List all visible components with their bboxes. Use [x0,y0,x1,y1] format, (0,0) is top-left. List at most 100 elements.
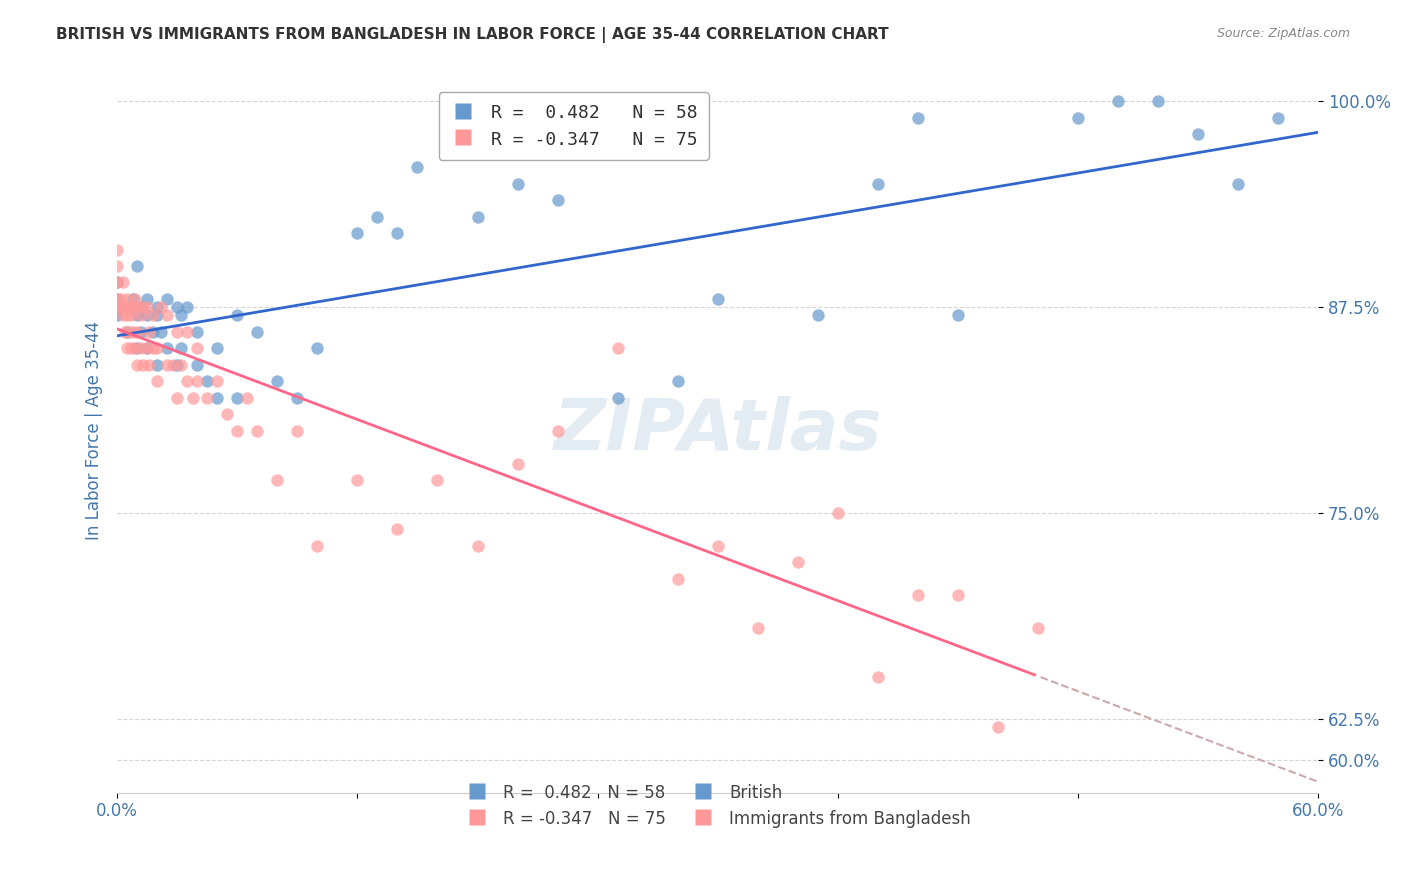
Point [467,210,489,224]
Point [146,300,169,314]
Point [1067,111,1090,125]
Point [138,325,160,339]
Point [127,259,149,273]
Text: ZIPAtlas: ZIPAtlas [554,396,882,465]
Point [467,539,489,553]
Point [118,325,141,339]
Point [136,341,159,355]
Point [115,300,138,314]
Point [1147,95,1170,109]
Point [110,292,132,306]
Point [387,226,409,240]
Point [146,358,169,372]
Point [114,325,136,339]
Point [129,325,152,339]
Point [105,259,128,273]
Point [136,292,159,306]
Point [114,300,136,314]
Point [138,358,160,372]
Point [186,374,208,388]
Point [142,325,165,339]
Point [105,292,128,306]
Point [366,210,388,224]
Point [122,325,145,339]
Point [124,292,146,306]
Point [127,325,149,339]
Point [786,555,808,569]
Point [506,177,529,191]
Point [406,161,429,175]
Point [127,341,149,355]
Point [907,588,929,602]
Point [387,522,409,536]
Point [907,111,929,125]
Point [176,325,198,339]
Point [226,309,249,323]
Point [142,341,165,355]
Point [129,309,152,323]
Point [1107,95,1129,109]
Point [195,374,218,388]
Point [186,358,208,372]
Point [346,226,368,240]
Point [156,358,179,372]
Point [162,358,184,372]
Point [120,309,142,323]
Point [150,300,173,314]
Point [1227,177,1250,191]
Point [170,309,193,323]
Point [124,341,146,355]
Point [129,300,152,314]
Point [506,457,529,471]
Point [186,341,208,355]
Point [115,341,138,355]
Point [866,670,889,684]
Point [266,374,288,388]
Point [127,309,149,323]
Point [346,473,368,487]
Point [706,292,728,306]
Point [226,424,249,438]
Point [166,325,188,339]
Point [127,358,149,372]
Point [176,300,198,314]
Point [987,720,1010,734]
Point [207,374,229,388]
Point [156,309,179,323]
Point [706,539,728,553]
Point [115,309,138,323]
Point [1026,621,1049,635]
Point [285,391,308,405]
Point [307,341,329,355]
Point [285,424,308,438]
Point [666,572,689,586]
Point [112,309,135,323]
Point [606,391,628,405]
Legend: R =  0.482   N = 58, R = -0.347   N = 75, British, Immigrants from Bangladesh: R = 0.482 N = 58, R = -0.347 N = 75, Bri… [458,777,977,835]
Text: BRITISH VS IMMIGRANTS FROM BANGLADESH IN LABOR FORCE | AGE 35-44 CORRELATION CHA: BRITISH VS IMMIGRANTS FROM BANGLADESH IN… [56,27,889,43]
Point [827,506,849,520]
Point [946,309,969,323]
Point [186,325,208,339]
Point [110,300,132,314]
Point [946,588,969,602]
Point [142,309,165,323]
Point [606,341,628,355]
Point [1267,111,1289,125]
Point [120,341,142,355]
Point [105,292,128,306]
Point [207,341,229,355]
Point [547,193,569,207]
Point [105,309,128,323]
Point [246,424,269,438]
Point [226,391,249,405]
Point [747,621,769,635]
Point [105,300,128,314]
Point [118,300,141,314]
Point [136,309,159,323]
Point [166,300,188,314]
Point [127,300,149,314]
Point [150,325,173,339]
Point [666,374,689,388]
Point [217,407,239,421]
